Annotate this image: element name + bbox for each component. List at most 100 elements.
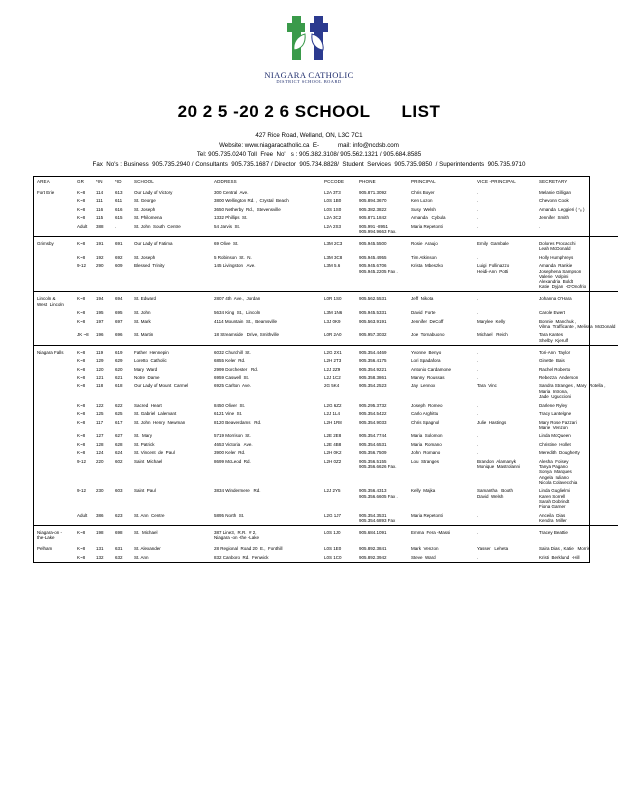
cell-area <box>33 197 77 205</box>
cell-in: 121 <box>96 375 104 380</box>
cell-gr: K~8 <box>77 441 86 447</box>
cell-id: 617 <box>115 419 123 425</box>
cell-area <box>33 457 77 487</box>
cell-pccode: L2A 2S3 <box>324 223 342 229</box>
cell-in: 192 <box>96 254 104 260</box>
cell-principal: Maria Repetonti <box>411 223 443 229</box>
cell-in: 198 <box>96 525 115 543</box>
cell-vice-principal: . <box>477 433 479 439</box>
cell-vice-principal: . <box>477 525 539 543</box>
cell-school: St. John <box>134 310 151 316</box>
cell-id: 609 <box>115 263 123 269</box>
cell-pccode: L2G 2X1 <box>324 344 359 357</box>
table-row: K~8 192 692 St. Joseph 5 Robinson St. N. L3M … <box>33 253 618 261</box>
cell-school: St. John Henry Newman <box>134 419 186 425</box>
cell-address: 4114 Mountain St., Beamsville <box>214 318 277 324</box>
cell-in: 111 <box>96 198 103 204</box>
cell-school: St. Martin <box>134 332 154 338</box>
cell-vice-principal: . <box>477 450 479 456</box>
cell-phone: 905.354.2523 <box>359 383 387 389</box>
cell-school: Our Lady of Fatima <box>134 235 214 254</box>
cell-vice-principal: Brandon Alamanyk Monique Mastrolanni <box>477 458 521 470</box>
cell-vice-principal: . <box>477 411 479 417</box>
cell-phone: 905.957.3032 <box>359 332 387 338</box>
table-row: K~8 132 632 St. Ann 832 Canboro Rd. Fenwick L… <box>33 553 618 561</box>
cell-gr: 9-12 <box>77 458 87 464</box>
contact-fax: Fax No's : Business 905.735.2940 / Consu… <box>92 160 526 168</box>
table-row: K~8 111 611 St. George 3800 Wellington Rd. ,… <box>33 197 618 205</box>
cell-phone: 905.892.3841 <box>359 546 387 552</box>
table-row: K~8 115 615 St. Philomena 1332 Phillips St. L… <box>33 214 618 222</box>
cell-school: St. Patrick <box>134 441 155 447</box>
cell-gr: K~8 <box>77 375 86 380</box>
table-row: K~8 122 622 Sacred Heart 8450 Oliver St. L2G … <box>33 401 618 409</box>
cell-school: St. Gabriel Lalemant <box>134 411 177 417</box>
cell-in: 116 <box>96 206 104 212</box>
cell-principal: Chris Boyer <box>411 189 435 195</box>
cell-secretary: Anceila Dias Kendra Miller <box>539 512 567 524</box>
cell-gr: 9-12 <box>77 263 87 269</box>
cell-in: 386 <box>96 512 104 518</box>
cell-in: 128 <box>96 441 104 447</box>
cell-gr: K~8 <box>77 318 86 324</box>
cell-school: Sacred Heart <box>134 402 162 408</box>
cell-gr: K~8 <box>77 198 86 204</box>
cell-in: 120 <box>96 366 104 372</box>
cell-principal: John Romano <box>411 450 441 456</box>
cell-in: 114 <box>96 189 104 195</box>
cell-id: 627 <box>115 433 123 439</box>
cell-in: 388 <box>96 223 104 229</box>
cell-phone: 905.354.4469 <box>359 344 411 357</box>
cell-address: 387 Line3, R.R. # 2, Niagara -on -the -La… <box>214 525 324 543</box>
cell-principal: Carlo Arghittu <box>411 411 439 417</box>
cell-gr: K~8 <box>77 383 86 389</box>
cell-vice-principal: . <box>477 189 479 195</box>
table-row: K~8 117 617 St. John Henry Newman 8120 Beave… <box>33 418 618 432</box>
cell-gr: K~8 <box>77 291 96 309</box>
cell-id: 629 <box>115 358 123 364</box>
cell-id: 603 <box>115 488 123 494</box>
cell-area <box>33 309 77 317</box>
cell-gr: K~8 <box>77 433 86 439</box>
cell-vice-principal: . <box>477 223 479 229</box>
school-table-container: AREA GR *IN *ID SCHOOL ADDRESS PCCODE PH… <box>33 176 618 563</box>
cell-gr: K~8 <box>77 189 86 195</box>
cell-address: 3900 Keler Rd. <box>214 450 246 456</box>
cell-in: 117 <box>96 419 104 425</box>
cell-secretary: Amanda Leggieri ( ⁷₈ ) <box>539 206 585 212</box>
cell-pccode: L3M 2C3 <box>324 235 359 254</box>
cell-phone: 905.945.5331 <box>359 310 387 316</box>
cell-principal: Susy Welsh <box>411 206 436 212</box>
column-header-school: SCHOOL <box>134 178 154 184</box>
cell-gr: K~8 <box>77 206 86 212</box>
cell-pccode: L0R 1S0 <box>324 291 359 309</box>
table-row: K~8 128 628 St. Patrick 4653 Victoria Ave. L2… <box>33 440 618 448</box>
table-row: K~8 125 625 St. Gabriel Lalemant 6121 Vine S… <box>33 409 618 417</box>
cell-gr: JK ~8 <box>77 332 89 338</box>
cell-vice-principal: . <box>477 358 479 364</box>
cell-area <box>33 214 77 222</box>
cell-school: Our Lady of Victory <box>134 189 173 195</box>
cell-phone: 905.871.1842 <box>359 215 387 221</box>
cell-address: 6121 Vine St. <box>214 411 243 417</box>
table-row: JK ~8 196 696 St. Martin 18 Streamside Drive… <box>33 331 618 345</box>
cell-principal: Maria Romano <box>411 441 442 447</box>
table-row: Adult 386 623 St. Ann Centre 5895 North St. L… <box>33 511 618 525</box>
cell-secretary: Alesha Foisey Tanya Pagano Sonya Marques An… <box>539 458 578 485</box>
cell-vice-principal: . <box>477 366 479 372</box>
cell-secretary: Bonnie Manchuk , Vilma Trafficante , Meli… <box>539 318 616 329</box>
cell-id: 625 <box>115 411 123 417</box>
cell-phone: 905.295.3732 <box>359 402 387 408</box>
cell-principal: Manny Roussas <box>411 375 445 380</box>
cell-in: 122 <box>96 402 104 408</box>
cell-secretary: Chevonn Cook <box>539 198 569 204</box>
cell-vice-principal: . <box>477 441 479 447</box>
cell-area: Grimsby <box>33 235 77 254</box>
cell-area <box>33 365 77 373</box>
cell-id: 618 <box>115 383 123 389</box>
cell-principal: Emma Fera -Massi <box>411 525 477 543</box>
cell-pccode: L0S 1E0 <box>324 546 342 552</box>
cell-area <box>33 373 77 381</box>
cell-pccode: L2J 1L4 <box>324 411 341 417</box>
cell-area <box>33 553 77 561</box>
